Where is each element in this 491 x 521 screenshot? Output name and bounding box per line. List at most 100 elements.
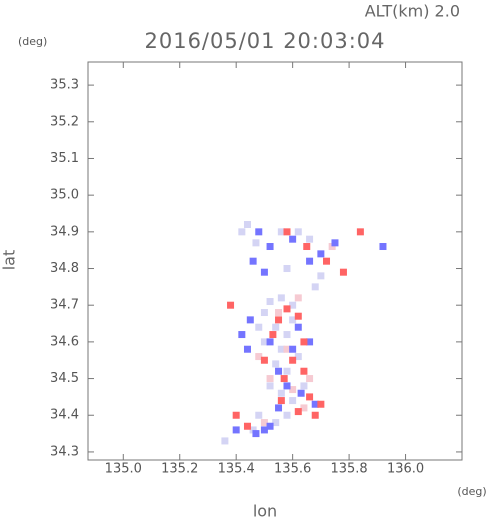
x-tick-label: 135.2	[161, 462, 198, 477]
y-tick-label: 35.0	[50, 188, 79, 203]
echo-point	[266, 382, 274, 390]
echo-point	[227, 301, 235, 309]
echo-point	[260, 356, 268, 364]
echo-point	[289, 301, 297, 309]
echo-point	[283, 411, 291, 419]
echo-point	[283, 345, 291, 353]
echo-point	[252, 239, 260, 247]
echo-point	[277, 294, 285, 302]
echo-point	[289, 386, 297, 394]
echo-point	[300, 338, 308, 346]
echo-point	[294, 408, 302, 416]
y-tick-label: 34.7	[50, 298, 79, 313]
echo-point	[294, 323, 302, 331]
echo-point	[331, 239, 339, 247]
echo-point	[252, 430, 260, 438]
echo-point	[311, 411, 319, 419]
echo-point	[280, 375, 288, 383]
echo-point	[243, 422, 251, 430]
echo-point	[379, 243, 387, 251]
y-unit: (deg)	[18, 35, 47, 48]
echo-point	[260, 309, 268, 317]
echo-point	[266, 338, 274, 346]
echo-point	[317, 400, 325, 408]
echo-point	[232, 411, 240, 419]
echo-point	[289, 235, 297, 243]
x-tick-label: 135.6	[274, 462, 311, 477]
echo-point	[238, 228, 246, 236]
echo-point	[238, 331, 246, 339]
y-tick-label: 34.5	[50, 371, 79, 386]
echo-point	[328, 243, 336, 251]
echo-point	[306, 338, 314, 346]
echo-point	[275, 367, 283, 375]
plot-area	[221, 221, 387, 445]
echo-point	[283, 367, 291, 375]
echo-point	[300, 367, 308, 375]
x-tick-label: 135.0	[105, 462, 142, 477]
x-tick-label: 136.0	[387, 462, 424, 477]
echo-point	[306, 375, 314, 383]
echo-point	[255, 228, 263, 236]
chart-title: 2016/05/01 20:03:04	[144, 29, 385, 53]
x-tick-label: 135.8	[330, 462, 367, 477]
echo-point	[277, 228, 285, 236]
y-tick-label: 34.9	[50, 224, 79, 239]
x-tick-label: 135.4	[218, 462, 255, 477]
echo-point	[232, 426, 240, 434]
echo-point	[317, 272, 325, 280]
echo-point	[249, 257, 257, 265]
x-axis-label: lon	[253, 502, 277, 521]
y-tick-label: 34.8	[50, 261, 79, 276]
echo-point	[272, 360, 280, 368]
echo-point	[294, 294, 302, 302]
echo-point	[266, 375, 274, 383]
echo-point	[260, 268, 268, 276]
echo-point	[306, 235, 314, 243]
echo-point	[277, 345, 285, 353]
echo-point	[294, 353, 302, 361]
echo-point	[294, 228, 302, 236]
echo-point	[339, 268, 347, 276]
echo-point	[275, 316, 283, 324]
echo-point	[289, 345, 297, 353]
echo-point	[311, 283, 319, 291]
echo-point	[277, 397, 285, 405]
echo-point	[289, 397, 297, 405]
echo-point	[260, 338, 268, 346]
echo-point	[277, 389, 285, 397]
echo-point	[260, 419, 268, 427]
y-tick-label: 34.3	[50, 444, 79, 459]
echo-point	[283, 228, 291, 236]
x-unit: (deg)	[457, 485, 486, 498]
echo-point	[255, 353, 263, 361]
echo-point	[243, 345, 251, 353]
echo-point	[266, 298, 274, 306]
echo-point	[323, 257, 331, 265]
echo-point	[272, 419, 280, 427]
echo-point	[356, 228, 364, 236]
echo-point	[289, 356, 297, 364]
echo-point	[255, 323, 263, 331]
echo-point	[297, 389, 305, 397]
echo-point	[255, 411, 263, 419]
echo-point	[283, 331, 291, 339]
y-axis-label: lat	[0, 250, 19, 271]
y-tick-label: 34.4	[50, 408, 79, 423]
echo-point	[260, 426, 268, 434]
echo-point	[275, 404, 283, 412]
echo-point	[306, 257, 314, 265]
y-tick-label: 35.1	[50, 151, 79, 166]
echo-point	[303, 243, 311, 251]
echo-point	[246, 316, 254, 324]
echo-point	[266, 243, 274, 251]
echo-point	[300, 382, 308, 390]
echo-point	[289, 316, 297, 324]
y-tick-label: 35.2	[50, 114, 79, 129]
echo-point	[300, 404, 308, 412]
echo-point	[275, 309, 283, 317]
echo-point	[294, 312, 302, 320]
y-tick-label: 35.3	[50, 78, 79, 93]
